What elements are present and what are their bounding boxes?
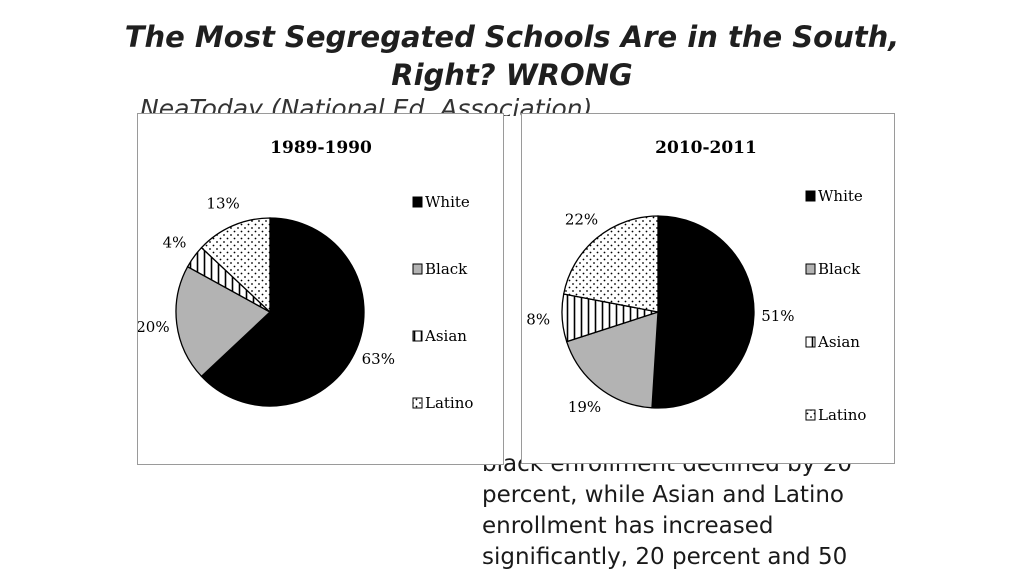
body-line: enrollment has increased [482,513,774,539]
pie-chart-1989-svg: 1989-1990 63% 20% 4% 13% White Black Asian Lat… [136,138,473,412]
pie-slice-latino [562,215,659,313]
legend-label-latino: Latino [425,394,473,412]
slide-title-line2: Right? WRONG [391,58,633,92]
body-text: black enrollment declined by 20 percent,… [482,449,952,575]
body-line: percent, while Asian and Latino [482,482,844,508]
pie-chart-1989: 1989-1990 63% 20% 4% 13% White Black Asian Lat… [136,113,504,465]
source-caption-text: NeaToday (National Ed. Association) [140,94,593,116]
pie-chart-2010-svg: 2010-2011 51% 19% 8% 22% White Black Asian Lat… [526,138,866,424]
data-label-white: 63% [362,350,395,368]
legend-label-latino: Latino [818,406,866,424]
legend-swatch-white [805,190,816,202]
legend-swatch-latino [412,397,423,409]
pie-slice-black [175,265,272,378]
legend-label-white: White [425,193,470,211]
legend-swatch-asian [412,330,423,342]
legend-label-black: Black [818,260,861,278]
legend-label-black: Black [425,260,468,278]
data-label-black: 20% [138,318,170,336]
legend-swatch-white [412,196,423,208]
legend-swatch-black [805,263,816,275]
data-label-latino: 22% [565,211,598,229]
legend-swatch-latino [805,409,816,421]
pie-slice-white [200,217,365,407]
legend-label-asian: Asian [424,327,467,345]
legend-swatch-asian [805,336,816,348]
pie-chart-2010: 2010-2011 51% 19% 8% 22% White Black Asian Lat… [521,113,895,464]
slide-title-line1: The Most Segregated Schools Are in the S… [124,20,900,54]
data-label-asian: 4% [163,234,187,252]
chart-title: 2010-2011 [655,138,757,158]
data-label-asian: 8% [526,311,550,329]
legend-label-asian: Asian [817,333,860,351]
legend-swatch-black [412,263,423,275]
pie-slice-white [651,215,755,409]
data-label-latino: 13% [206,195,239,213]
data-label-white: 51% [761,307,794,325]
pie-slice-black [565,311,659,409]
chart-title: 1989-1990 [270,138,372,158]
legend-label-white: White [818,187,863,205]
body-line: significantly, 20 percent and 50 [482,544,848,570]
pie-slice-latino [200,217,271,314]
data-label-black: 19% [568,398,601,416]
slide-title: The Most Segregated Schools Are in the S… [120,18,904,94]
source-caption: NeaToday (National Ed. Association) [140,94,780,116]
